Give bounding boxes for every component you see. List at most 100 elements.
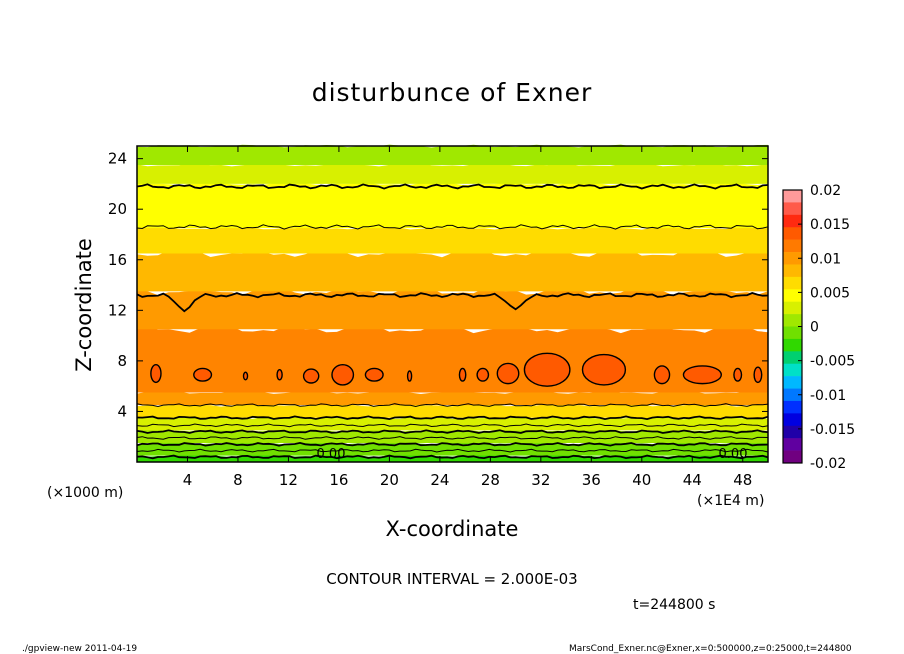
contour-labels: 0.00 0.00 — [317, 447, 748, 462]
colorbar-swatch — [783, 289, 802, 302]
colorbar-swatch — [783, 202, 802, 216]
color-band — [137, 249, 768, 292]
colorbar-swatch — [783, 227, 802, 240]
contour-interval: CONTOUR INTERVAL = 2.000E-03 — [326, 570, 577, 588]
color-band — [137, 403, 768, 418]
colorbar-swatch — [783, 351, 802, 365]
y-axis: 4 8 12 16 20 24 — [108, 150, 768, 420]
x-tick-label: 36 — [582, 471, 601, 489]
colorbar-tick-label: 0.015 — [810, 217, 850, 233]
colorbar-tick-label: -0.02 — [810, 456, 846, 472]
color-band — [137, 416, 768, 431]
colorbar-swatch — [783, 314, 802, 327]
x-tick-label: 40 — [632, 471, 651, 489]
colorbar-swatch — [783, 326, 802, 340]
contour-line — [136, 292, 769, 313]
colorbar-swatch — [783, 338, 802, 352]
colorbar-swatch — [783, 301, 802, 315]
y-tick-label: 24 — [108, 150, 127, 168]
contour-label: 0.00 — [719, 447, 748, 462]
y-tick-label: 8 — [117, 352, 127, 370]
x-tick-label: 12 — [279, 471, 298, 489]
color-band — [137, 226, 768, 254]
hot-spot-contour — [364, 367, 384, 382]
contour-line — [136, 436, 769, 440]
hot-spot-contour — [496, 362, 520, 385]
x-axis: 4 8 12 16 20 24 28 32 36 40 44 48 — [183, 146, 752, 489]
x-tick-label: 20 — [380, 471, 399, 489]
contour-line — [136, 429, 769, 434]
colorbar-swatch — [783, 239, 802, 253]
x-tick-label: 8 — [233, 471, 243, 489]
hot-spot-contour — [458, 367, 467, 382]
contour-lines — [136, 183, 769, 460]
y-tick-label: 12 — [108, 301, 127, 319]
plot-area — [137, 144, 768, 462]
color-band — [137, 144, 768, 165]
hot-spot-contour — [682, 365, 723, 385]
hot-spot-contour — [581, 353, 627, 386]
x-unit-left: (×1000 m) — [47, 485, 123, 501]
contour-line — [136, 415, 769, 421]
contour-line — [136, 448, 769, 453]
footer-left: ./gpview-new 2011-04-19 — [22, 644, 137, 654]
colorbar-tick-label: 0.005 — [810, 285, 850, 301]
contour-line — [136, 183, 769, 190]
colorbar-tick-label: 0 — [810, 320, 819, 336]
x-tick-label: 44 — [683, 471, 702, 489]
colorbar-tick-label: 0.02 — [810, 183, 841, 199]
colorbar-swatch — [783, 214, 802, 228]
hot-spot-contour — [406, 370, 413, 382]
color-band — [137, 325, 768, 393]
hot-spot-contour — [302, 368, 320, 384]
colorbar-swatch — [783, 438, 802, 451]
colorbar-swatch — [783, 276, 802, 290]
time-stamp: t=244800 s — [633, 597, 715, 613]
color-band — [137, 163, 768, 184]
colorbar: 0.02 0.015 0.01 0.005 0 -0.005 -0.01 -0.015 -0.0… — [782, 183, 855, 472]
x-tick-label: 4 — [183, 471, 193, 489]
y-tick-label: 4 — [117, 402, 127, 420]
contour-line — [136, 441, 769, 447]
color-band — [137, 182, 768, 229]
hot-spot-contour — [150, 363, 162, 384]
hot-spot-contour — [242, 371, 249, 381]
contour-line — [136, 454, 769, 460]
colorbar-tick-label: -0.01 — [810, 388, 846, 404]
x-tick-label: 28 — [481, 471, 500, 489]
hot-spot-contour — [523, 352, 571, 387]
colorbar-tick-label: 0.01 — [810, 251, 841, 267]
footer-right: MarsCond_Exner.nc@Exner,x=0:500000,z=0:2… — [569, 644, 852, 654]
colorbar-swatch — [783, 376, 802, 389]
colorbar-swatch — [783, 425, 802, 439]
colorbar-swatch — [783, 400, 802, 414]
y-axis-label: Z-coordinate — [72, 238, 96, 372]
contour-line — [136, 403, 769, 408]
hot-spot-contour — [193, 367, 213, 382]
x-axis-label: X-coordinate — [386, 517, 519, 541]
colorbar-swatch — [783, 413, 802, 427]
colorbar-tick-label: -0.005 — [810, 354, 855, 370]
hot-spot-contour — [753, 366, 763, 384]
colorbar-swatch — [783, 450, 802, 464]
x-tick-label: 24 — [430, 471, 449, 489]
hot-spot-contour — [653, 365, 671, 385]
contour-line — [136, 423, 769, 428]
colorbar-tick-label: -0.015 — [810, 422, 855, 438]
colorbar-swatch — [783, 388, 802, 402]
x-tick-label: 32 — [531, 471, 550, 489]
y-tick-label: 20 — [108, 200, 127, 218]
contour-label: 0.00 — [317, 447, 346, 462]
hot-spot-contour — [276, 369, 283, 381]
colorbar-swatch — [783, 190, 802, 203]
plot-frame — [136, 145, 769, 463]
hot-spot-contour — [331, 363, 355, 386]
colorbar-swatch — [783, 363, 802, 377]
chart-title: disturbunce of Exner — [312, 78, 593, 107]
x-tick-label: 48 — [733, 471, 752, 489]
y-tick-label: 16 — [108, 251, 127, 269]
x-tick-label: 16 — [329, 471, 348, 489]
color-band — [137, 391, 768, 406]
hot-spot-contour — [476, 367, 490, 382]
